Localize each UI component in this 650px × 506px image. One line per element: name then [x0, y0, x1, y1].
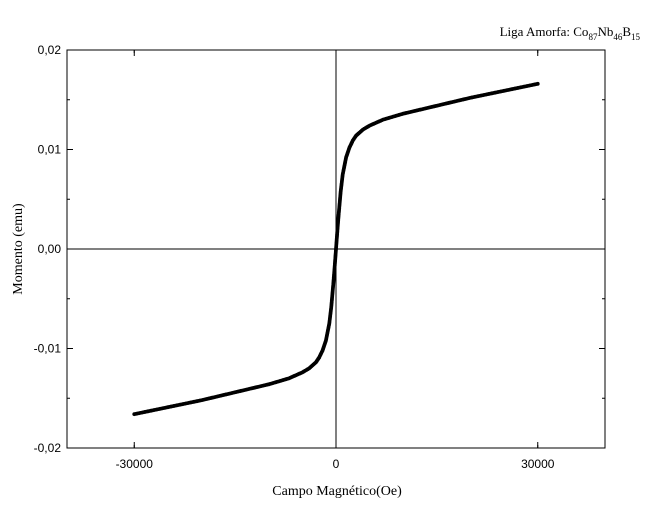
chart-title-element-2: B: [622, 24, 631, 39]
chart-title-subscript-2: 15: [631, 32, 641, 42]
y-axis: 0,02 0,01 0,00 -0,01 -0,02: [34, 43, 605, 455]
y-axis-label: Momento (emu): [11, 203, 26, 295]
x-tick-label: -30000: [116, 457, 154, 471]
y-tick-label: 0,02: [38, 43, 62, 57]
x-axis-label: Campo Magnético(Oe): [272, 484, 402, 499]
data-point: [535, 81, 540, 86]
y-tick-label: -0,02: [34, 441, 62, 455]
y-tick-label: 0,01: [38, 143, 62, 157]
chart-title-element-1: Nb: [597, 24, 613, 39]
data-points: [132, 81, 540, 417]
x-axis: -30000 0 30000: [116, 50, 555, 471]
chart-title-element-0: Co: [573, 24, 588, 39]
chart-title-subscript-1: 46: [613, 32, 623, 42]
x-tick-label: 0: [333, 457, 340, 471]
x-tick-label: 30000: [521, 457, 555, 471]
y-tick-label: -0,01: [34, 342, 62, 356]
y-tick-label: 0,00: [38, 242, 62, 256]
chart-title-prefix: Liga Amorfa:: [500, 24, 574, 39]
chart-title-subscript-0: 87: [588, 32, 598, 42]
chart-title: Liga Amorfa: Co87​Nb46​B15​: [500, 24, 641, 42]
